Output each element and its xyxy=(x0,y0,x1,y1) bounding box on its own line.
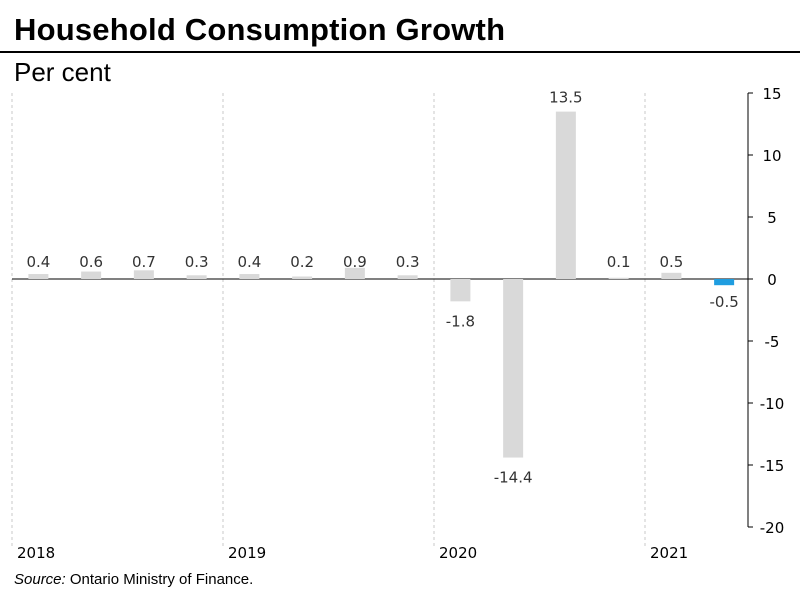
bar xyxy=(661,272,682,279)
bar-value-label: 0.5 xyxy=(659,253,683,271)
y-tick-label: 5 xyxy=(767,209,777,227)
bar-value-label: 0.6 xyxy=(79,253,103,271)
y-tick-label: -15 xyxy=(760,457,785,475)
y-tick-label: 10 xyxy=(762,147,781,165)
bar xyxy=(608,277,629,279)
y-tick-label: 15 xyxy=(762,85,781,103)
bar-value-label: 0.3 xyxy=(185,253,209,271)
y-tick-label: -10 xyxy=(760,395,785,413)
chart-subtitle: Per cent xyxy=(14,57,111,87)
bar-value-label: -0.5 xyxy=(709,293,738,311)
year-label: 2019 xyxy=(228,544,266,562)
bar-value-label: 0.3 xyxy=(396,253,420,271)
source-prefix: Source: xyxy=(14,571,66,588)
bar-value-label: 0.4 xyxy=(26,253,50,271)
bar xyxy=(186,275,207,279)
bar xyxy=(292,276,313,279)
bar xyxy=(555,111,576,279)
bar xyxy=(450,279,471,302)
bar-value-label: 0.9 xyxy=(343,253,367,271)
bar xyxy=(397,275,418,279)
title-rule xyxy=(0,51,800,53)
bar xyxy=(344,267,365,279)
y-tick-label: 0 xyxy=(767,271,777,289)
bar-value-label: 0.1 xyxy=(607,253,631,271)
bar-value-label: -14.4 xyxy=(494,469,533,487)
bar-value-label: 0.2 xyxy=(290,253,314,271)
bar-value-label: 0.4 xyxy=(237,253,261,271)
bar xyxy=(28,274,49,279)
year-label: 2021 xyxy=(650,544,688,562)
bar-value-label: 13.5 xyxy=(549,89,582,107)
year-label: 2018 xyxy=(17,544,55,562)
y-tick-label: -20 xyxy=(760,519,785,537)
bar xyxy=(714,279,735,286)
source-note: Source: Ontario Ministry of Finance. xyxy=(14,571,253,588)
bar xyxy=(503,279,524,458)
chart-title: Household Consumption Growth xyxy=(14,12,506,47)
bar xyxy=(133,270,154,279)
bar-value-label: -1.8 xyxy=(446,312,475,330)
source-text: Ontario Ministry of Finance. xyxy=(65,571,254,588)
bar xyxy=(239,274,260,279)
y-tick-label: -5 xyxy=(765,333,780,351)
year-label: 2020 xyxy=(439,544,477,562)
bar xyxy=(81,271,102,279)
bar-value-label: 0.7 xyxy=(132,253,156,271)
